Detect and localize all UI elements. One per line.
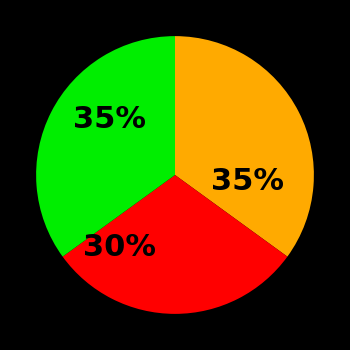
Text: 35%: 35%	[211, 167, 284, 196]
Wedge shape	[175, 36, 314, 257]
Text: 30%: 30%	[83, 233, 156, 262]
Text: 35%: 35%	[73, 105, 146, 134]
Wedge shape	[36, 36, 175, 257]
Wedge shape	[63, 175, 287, 314]
